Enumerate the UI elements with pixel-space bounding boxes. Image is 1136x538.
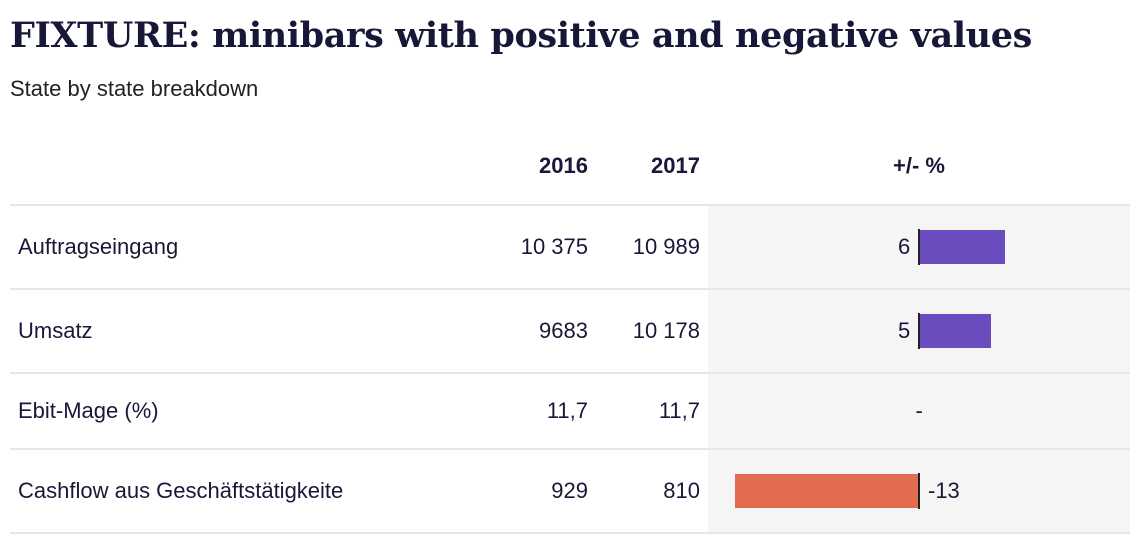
- column-header-label: [10, 128, 480, 204]
- value-2016: 929: [551, 478, 588, 503]
- minibar-cell: 5: [708, 290, 1130, 372]
- row-label: Auftragseingang: [18, 234, 179, 259]
- table-row: Ebit-Mage (%) 11,7 11,7 -: [10, 374, 1130, 450]
- minibar-area: 5: [708, 290, 1130, 372]
- minibar-value-label: 5: [898, 318, 911, 343]
- value-2017: 810: [663, 478, 700, 503]
- table-row: Auftragseingang 10 375 10 989 6: [10, 206, 1130, 290]
- value-2016: 11,7: [546, 398, 588, 423]
- minibar-axis: [918, 313, 920, 349]
- table-header-row: 2016 2017 +/- %: [10, 128, 1130, 206]
- minibar-empty-value: -: [915, 398, 923, 423]
- column-header-change: +/- %: [893, 153, 945, 178]
- column-header-2016: 2016: [539, 153, 588, 178]
- minibar-axis: [918, 473, 920, 509]
- value-2016: 9683: [539, 318, 588, 343]
- minibar-positive: [920, 314, 991, 348]
- minibar-area: 6: [708, 206, 1130, 288]
- value-2017: 11,7: [658, 398, 700, 423]
- table-row: Cashflow aus Geschäftstätigkeite 929 810…: [10, 450, 1130, 534]
- minibar-axis: [918, 229, 920, 265]
- minibar-positive: [920, 230, 1005, 264]
- value-2016: 10 375: [520, 234, 588, 259]
- value-2017: 10 989: [632, 234, 700, 259]
- chart-subtitle: State by state breakdown: [10, 76, 259, 101]
- minibar-value-label: 6: [898, 234, 911, 259]
- minibar-cell: 6: [708, 206, 1130, 288]
- minibar-cell: -13: [708, 450, 1130, 532]
- table-row: Umsatz 9683 10 178 5: [10, 290, 1130, 374]
- minibar-cell: -: [708, 374, 1130, 448]
- chart-title: FIXTURE: minibars with positive and nega…: [10, 15, 1032, 56]
- value-2017: 10 178: [632, 318, 700, 343]
- minibar-negative: [734, 474, 918, 508]
- data-table: 2016 2017 +/- % Auftragseingang 10 375 1…: [10, 128, 1130, 534]
- row-label: Umsatz: [18, 318, 93, 343]
- minibar-value-label: -13: [928, 478, 960, 503]
- row-label: Cashflow aus Geschäftstätigkeite: [18, 478, 344, 503]
- minibar-area: -13: [708, 450, 1130, 532]
- minibar-area: -: [708, 374, 1130, 448]
- row-label: Ebit-Mage (%): [18, 398, 159, 423]
- column-header-2017: 2017: [651, 153, 700, 178]
